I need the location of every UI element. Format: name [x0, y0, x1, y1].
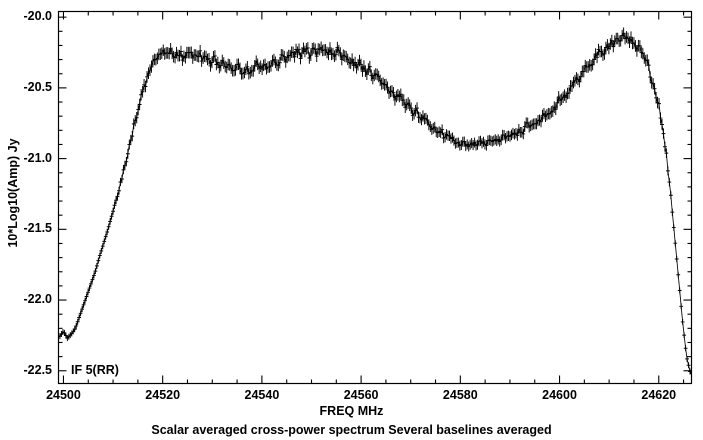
- data-series-markers: [58, 27, 692, 377]
- x-tick-label: 24500: [46, 388, 81, 402]
- x-axis-title: FREQ MHz: [319, 404, 384, 418]
- y-tick-label: -21.0: [23, 150, 53, 165]
- x-tick-label: 24520: [145, 388, 181, 402]
- x-tick-label: 24600: [542, 388, 577, 402]
- x-tick-label: 24620: [641, 388, 677, 402]
- if-annotation: IF 5(RR): [71, 363, 119, 377]
- figure-caption: Scalar averaged cross-power spectrum Sev…: [151, 423, 552, 437]
- x-tick-label: 24580: [442, 388, 478, 402]
- y-axis-title: 10*Log10(Amp) Jy: [6, 138, 20, 248]
- x-tick-label: 24540: [244, 388, 280, 402]
- x-tick-label: 24560: [343, 388, 379, 402]
- y-tick-label: -22.5: [23, 362, 53, 377]
- y-tick-label: -20.5: [23, 79, 53, 94]
- y-tick-label: -21.5: [23, 221, 53, 236]
- y-tick-label: -20.0: [23, 9, 53, 24]
- plot-frame: [57, 10, 693, 385]
- axis-ticks: [58, 11, 692, 384]
- y-tick-label: -22.0: [23, 292, 53, 307]
- data-series-line: [58, 32, 692, 375]
